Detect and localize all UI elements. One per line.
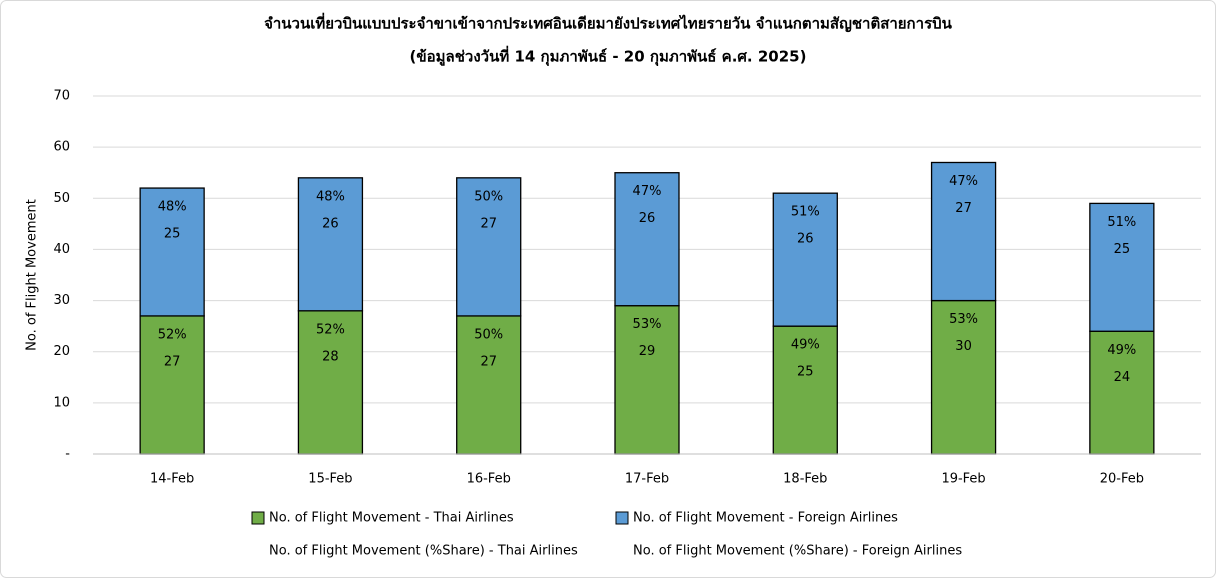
y-tick-label: 10 xyxy=(53,395,70,410)
bar-segment xyxy=(456,315,522,455)
share-label: 52% xyxy=(316,322,345,337)
share-label: 53% xyxy=(949,312,978,327)
share-label: 52% xyxy=(158,327,187,342)
value-label: 27 xyxy=(164,354,181,369)
y-tick-label: 30 xyxy=(53,293,70,308)
value-label: 27 xyxy=(480,216,497,231)
bar-segment xyxy=(139,315,205,455)
y-tick-label: 40 xyxy=(53,242,70,257)
bar-segment xyxy=(139,187,205,317)
share-label: 50% xyxy=(474,327,503,342)
share-label: 48% xyxy=(158,200,187,215)
value-label: 25 xyxy=(164,227,181,242)
chart-title: จำนวนเที่ยวบินแบบประจำขาเข้าจากประเทศอิน… xyxy=(264,13,953,33)
x-tick-label: 14-Feb xyxy=(150,472,194,487)
x-tick-label: 16-Feb xyxy=(467,472,511,487)
bar-segment xyxy=(297,177,364,312)
x-tick-label: 15-Feb xyxy=(308,472,352,487)
bar-segment xyxy=(772,192,838,327)
value-label: 26 xyxy=(797,232,814,247)
legend-swatch xyxy=(251,511,265,525)
value-label: 26 xyxy=(639,211,656,226)
y-tick-label: 70 xyxy=(53,89,70,104)
x-tick-label: 17-Feb xyxy=(625,472,669,487)
y-tick-label: 20 xyxy=(53,344,70,359)
value-label: 27 xyxy=(480,354,497,369)
y-axis-label: No. of Flight Movement xyxy=(25,199,40,351)
value-label: 26 xyxy=(322,216,339,231)
legend-label: No. of Flight Movement (%Share) - Foreig… xyxy=(633,544,962,559)
y-tick-label: 50 xyxy=(53,191,70,206)
share-label: 50% xyxy=(474,189,503,204)
x-tick-label: 18-Feb xyxy=(783,472,827,487)
value-label: 25 xyxy=(797,365,814,380)
bar-segment xyxy=(297,310,364,455)
share-label: 49% xyxy=(1107,343,1136,358)
value-label: 29 xyxy=(639,344,656,359)
x-tick-label: 20-Feb xyxy=(1100,472,1144,487)
value-label: 30 xyxy=(955,339,972,354)
bar-segment xyxy=(1089,202,1155,332)
share-label: 53% xyxy=(633,317,662,332)
share-label: 49% xyxy=(791,338,820,353)
y-tick-label: - xyxy=(65,447,70,462)
share-label: 51% xyxy=(1107,215,1136,230)
chart-subtitle: (ข้อมูลช่วงวันที่ 14 กุมภาพันธ์ - 20 กุม… xyxy=(410,46,807,67)
bar-segment xyxy=(772,325,838,455)
bar-segment xyxy=(930,299,997,455)
share-label: 47% xyxy=(633,184,662,199)
bar-segment xyxy=(614,172,680,307)
value-label: 25 xyxy=(1114,242,1131,257)
legend-label: No. of Flight Movement - Thai Airlines xyxy=(269,511,514,526)
bar-segment xyxy=(1089,330,1155,455)
y-tick-label: 60 xyxy=(53,140,70,155)
bar-segment xyxy=(930,161,997,302)
x-tick-label: 19-Feb xyxy=(941,472,985,487)
legend-label: No. of Flight Movement - Foreign Airline… xyxy=(633,511,898,526)
value-label: 24 xyxy=(1114,370,1131,385)
share-label: 47% xyxy=(949,174,978,189)
legend-label: No. of Flight Movement (%Share) - Thai A… xyxy=(269,544,578,559)
value-label: 27 xyxy=(955,201,972,216)
share-label: 48% xyxy=(316,189,345,204)
share-label: 51% xyxy=(791,205,820,220)
value-label: 28 xyxy=(322,349,339,364)
bar-segment xyxy=(456,177,522,317)
legend-swatch xyxy=(615,511,629,525)
